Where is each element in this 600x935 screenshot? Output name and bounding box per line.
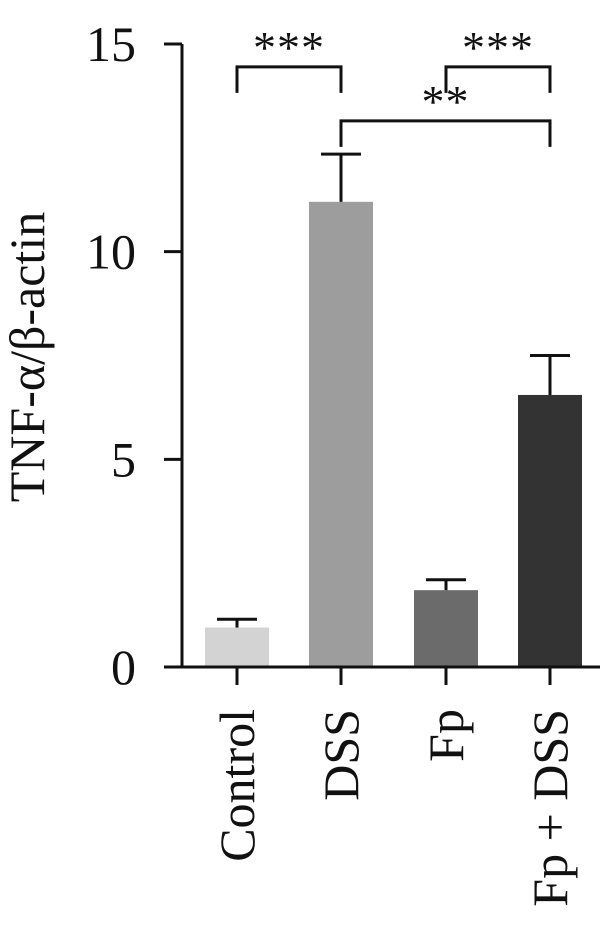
x-tick-label-1: DSS <box>313 709 369 801</box>
significance-label-2: ** <box>422 76 470 127</box>
x-tick-label-0: Control <box>209 709 265 862</box>
x-tick-label-3: Fp + DSS <box>522 709 578 907</box>
y-tick-label-1: 5 <box>111 431 136 487</box>
bar-2 <box>414 590 478 667</box>
significance-bracket-1 <box>444 65 552 93</box>
x-tick-label-2: Fp <box>418 709 474 762</box>
y-axis-label: TNF-α/β-actin <box>0 212 55 502</box>
significance-bracket-2 <box>339 119 552 147</box>
significance-bracket-0 <box>235 65 343 93</box>
bar-1 <box>309 201 373 667</box>
y-tick-label-2: 10 <box>86 224 136 280</box>
bar-0 <box>205 627 269 667</box>
bar-3 <box>518 394 582 667</box>
y-tick-label-3: 15 <box>86 16 136 72</box>
significance-label-1: *** <box>462 22 534 73</box>
significance-label-0: *** <box>253 22 325 73</box>
y-tick-label-0: 0 <box>111 639 136 695</box>
